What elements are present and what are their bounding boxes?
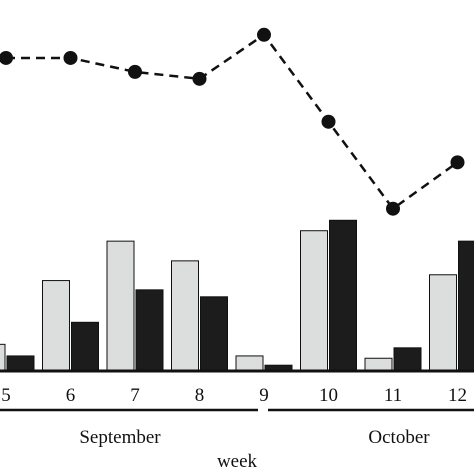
x-axis-label: week: [217, 451, 258, 472]
bar-series-1-week-11: [364, 357, 393, 372]
line-point-week-5: [0, 50, 13, 65]
line-point-week-6: [63, 50, 78, 65]
bar-series-2-week-8: [200, 296, 228, 372]
x-tick-label-9: 9: [259, 385, 269, 406]
bar-series-2-week-11: [393, 347, 422, 372]
bar-series-1-week-7: [106, 240, 135, 372]
x-tick-label-6: 6: [66, 385, 76, 406]
bars-layer: [0, 219, 474, 372]
bar-series-2-week-12: [458, 240, 474, 372]
x-tick-labels: 5 6 7 8 9 10 11 12: [1, 385, 467, 406]
bar-series-1-week-5: [0, 343, 6, 372]
line-point-week-9: [257, 27, 271, 42]
bar-series-2-week-6: [71, 321, 99, 372]
bar-series-2-week-5: [6, 355, 35, 372]
bar-series-2-week-7: [135, 289, 164, 372]
bar-series-2-week-10: [329, 219, 357, 372]
line-point-week-12: [450, 155, 465, 170]
bar-series-1-week-9: [235, 355, 264, 372]
month-label-october: October: [368, 427, 430, 448]
line-point-week-10: [321, 114, 336, 129]
line-point-week-11: [386, 201, 400, 216]
bar-series-1-week-6: [42, 280, 70, 372]
bar-series-1-week-10: [300, 230, 328, 372]
line-point-week-8: [192, 71, 207, 86]
line-point-week-7: [128, 64, 142, 79]
month-label-september: September: [79, 427, 161, 448]
x-tick-label-10: 10: [319, 385, 338, 406]
x-tick-label-12: 12: [448, 385, 467, 406]
x-tick-label-11: 11: [384, 385, 402, 406]
x-tick-label-7: 7: [130, 385, 140, 406]
x-tick-label-5: 5: [1, 385, 11, 406]
bar-series-1-week-8: [171, 260, 199, 372]
line-series-path: [6, 33, 459, 211]
line-series-layer: [0, 27, 465, 216]
bar-series-1-week-12: [429, 274, 457, 372]
x-tick-label-8: 8: [195, 385, 205, 406]
